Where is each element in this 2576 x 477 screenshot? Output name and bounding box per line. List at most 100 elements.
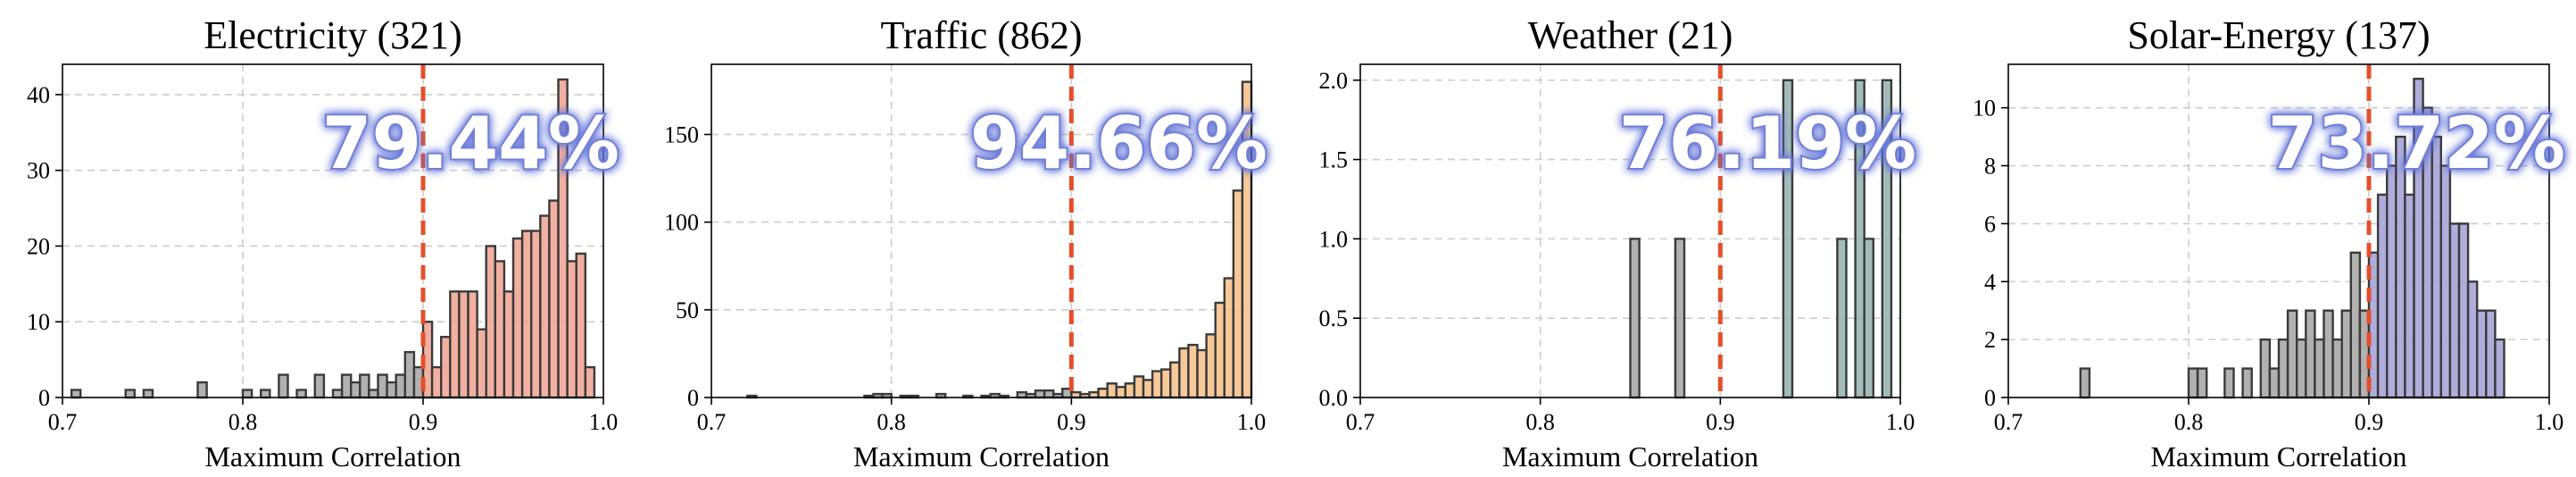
histogram-bar: [2385, 164, 2397, 399]
y-tick-label: 2: [1984, 327, 1996, 353]
x-tick-label: 1.0: [1886, 409, 1915, 435]
histogram-bar: [368, 389, 379, 399]
histogram-bar: [1133, 375, 1145, 399]
histogram-bar: [2079, 367, 2091, 399]
x-tick-label: 0.7: [1994, 409, 2023, 435]
histogram-bar: [1205, 333, 1217, 399]
x-axis-label: Maximum Correlation: [2150, 440, 2406, 473]
histogram-bar: [2305, 309, 2316, 399]
histogram-bar: [511, 237, 524, 399]
y-tick-label: 2.0: [1319, 68, 1349, 94]
histogram-bar: [331, 389, 344, 399]
histogram-bar: [260, 389, 271, 399]
histogram-bar: [1043, 389, 1055, 399]
histogram-bar: [377, 373, 388, 399]
panel-title: Electricity (321): [204, 13, 462, 57]
histogram-bar: [241, 389, 253, 399]
x-axis-label: Maximum Correlation: [853, 440, 1109, 473]
histogram-bar: [449, 290, 461, 399]
y-tick-label: 6: [1984, 211, 1996, 237]
panel-title: Traffic (862): [880, 13, 1082, 57]
histogram-bar: [584, 365, 596, 399]
percent-annotation: 73.72%: [2268, 102, 2565, 185]
x-axis-label: Maximum Correlation: [1502, 440, 1758, 473]
histogram-panel-4: 0.7 0.8 0.9 1.0 0 2 4 6 8 10 Solar-Energy (137) Max…: [1973, 13, 2567, 473]
plot-frame: [62, 63, 604, 398]
histogram-bar: [142, 389, 154, 399]
x-tick-label: 0.8: [229, 409, 258, 435]
histogram-bar: [313, 373, 326, 399]
y-tick-label: 10: [27, 309, 50, 335]
x-tick-label: 0.9: [2355, 409, 2384, 435]
histogram-bar: [2485, 309, 2497, 399]
panel-title: Weather (21): [1528, 13, 1733, 57]
histogram-panel-1: 0.7 0.8 0.9 1.0 0 10 20 30 40 Electricity (321) Ma…: [27, 13, 621, 473]
histogram-bar: [2259, 338, 2272, 399]
panel-title: Solar-Energy (137): [2127, 13, 2430, 57]
histogram-bar: [1674, 238, 1686, 399]
x-tick-label: 0.7: [697, 409, 727, 435]
histogram-bar: [2268, 367, 2281, 399]
y-tick-label: 30: [27, 158, 50, 184]
histogram-bar: [1070, 390, 1082, 399]
histogram-bar: [1629, 238, 1641, 399]
histogram-bar: [1106, 382, 1118, 399]
x-tick-label: 0.7: [1346, 409, 1375, 435]
y-tick-label: 0: [687, 385, 699, 411]
histogram-bar: [1142, 379, 1154, 399]
histogram-bar: [2314, 338, 2325, 399]
y-tick-label: 0.5: [1319, 305, 1349, 331]
histogram-bar: [2323, 309, 2334, 399]
histogram-bar: [430, 365, 443, 399]
histogram-bar: [1214, 301, 1226, 399]
y-tick-label: 0: [1984, 385, 1996, 411]
histogram-bar: [503, 290, 515, 399]
y-tick-label: 20: [27, 233, 50, 259]
histogram-bar: [1159, 368, 1172, 399]
histogram-bar: [530, 230, 542, 399]
histogram-bar: [2295, 338, 2307, 399]
histogram-bar: [2223, 367, 2235, 399]
histogram-bar: [1223, 277, 1235, 399]
x-tick-label: 1.0: [589, 409, 619, 435]
plot-frame: [1359, 63, 1901, 398]
histogram-bar: [386, 381, 397, 399]
histogram-bar: [1863, 238, 1874, 399]
histogram-bar: [1115, 386, 1127, 399]
y-tick-label: 100: [664, 210, 699, 236]
histogram-bar: [1016, 390, 1028, 399]
histogram-bar: [1169, 361, 1181, 399]
histogram-bar: [2439, 164, 2452, 399]
histogram-bar: [70, 389, 82, 399]
histogram-bar: [340, 373, 353, 399]
y-tick-label: 10: [1973, 96, 1996, 121]
histogram-bar: [1097, 387, 1109, 399]
histogram-bar: [440, 335, 452, 399]
y-tick-label: 0.0: [1319, 385, 1349, 411]
histogram-bar: [1151, 370, 1163, 399]
histogram-bar: [359, 373, 370, 399]
histogram-bar: [548, 199, 560, 399]
x-tick-label: 0.7: [48, 409, 78, 435]
histogram-bar: [2376, 193, 2389, 399]
histogram-bar: [458, 290, 469, 399]
histogram-bar: [1836, 238, 1848, 399]
histogram-bar: [2466, 280, 2479, 399]
percent-annotation: 94.66%: [970, 102, 1267, 185]
histogram-bar: [395, 373, 407, 399]
x-tick-label: 0.8: [877, 409, 906, 435]
percent-annotation: 79.44%: [322, 102, 619, 185]
y-tick-label: 1.5: [1319, 147, 1349, 173]
histogram-bar: [476, 328, 487, 399]
y-tick-label: 40: [27, 82, 50, 108]
x-axis-label: Maximum Correlation: [204, 440, 461, 473]
histogram-bar: [403, 350, 416, 399]
histogram-bar: [2331, 338, 2343, 399]
histogram-bar: [2241, 367, 2253, 399]
histogram-bar: [2286, 309, 2298, 399]
histogram-bar: [1187, 343, 1199, 399]
histogram-bar: [350, 381, 361, 399]
histogram-bar: [2340, 309, 2352, 399]
histogram-bar: [1232, 189, 1244, 399]
histogram-bar: [2448, 222, 2461, 399]
